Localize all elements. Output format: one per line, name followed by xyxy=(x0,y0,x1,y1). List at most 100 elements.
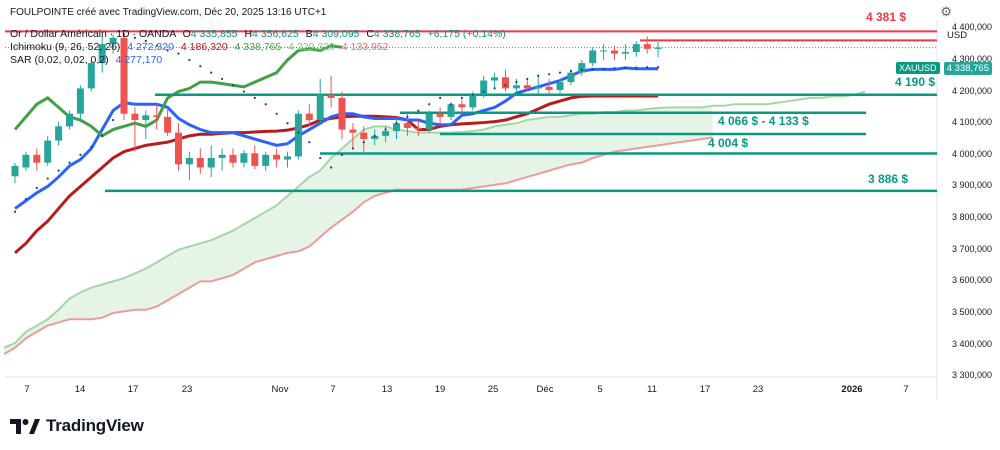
sar-dot xyxy=(112,118,115,122)
resistance-annotation-4381: 4 381 $ xyxy=(866,10,907,25)
sar-dot xyxy=(646,66,649,69)
candle-body xyxy=(55,126,63,141)
sar-dot xyxy=(253,96,256,99)
sar-dot xyxy=(526,77,529,81)
candle-body xyxy=(458,104,466,108)
sar-dot xyxy=(210,71,213,74)
candle-body xyxy=(66,113,73,127)
sar-dot xyxy=(439,96,442,99)
candle-body xyxy=(523,85,531,89)
candle-body xyxy=(196,157,204,168)
candle-body xyxy=(534,86,542,89)
ichimoku-conversion-value: 4 272,320 xyxy=(127,41,174,53)
tradingview-logo[interactable]: TradingView xyxy=(10,416,144,436)
candle-body xyxy=(207,157,215,168)
sar-dot xyxy=(537,74,540,77)
chart-author-line: FOULPOINTE créé avec TradingView.com, Dé… xyxy=(10,7,327,18)
candle-body xyxy=(185,157,193,165)
date-tick-label: 7 xyxy=(24,384,30,395)
symbol-title[interactable]: Or / Dollar Américain · 1D · OANDA xyxy=(10,28,176,40)
candle-body xyxy=(643,44,651,49)
price-tick-label: 3 800,000 xyxy=(951,212,992,223)
sar-dot xyxy=(188,58,191,62)
sar-value: 4 277,170 xyxy=(115,54,163,66)
current-price-tag: 4 338,765 xyxy=(943,62,992,75)
sar-dot xyxy=(144,39,147,43)
sar-dot xyxy=(221,77,224,81)
support-zone-annotation: 4 066 $ - 4 133 $ xyxy=(718,113,809,128)
sar-dot xyxy=(13,210,17,213)
gear-icon[interactable]: ⚙ xyxy=(940,4,952,19)
sar-dot xyxy=(482,90,485,93)
tradingview-logo-icon xyxy=(10,419,40,434)
close-label: C xyxy=(366,28,374,40)
candle-body xyxy=(480,80,488,95)
sar-dot xyxy=(471,93,474,96)
candle-body xyxy=(218,154,226,158)
ohlc-legend: Or / Dollar Américain · 1D · OANDA O4 33… xyxy=(10,28,506,41)
date-tick-label: 13 xyxy=(381,384,393,395)
sar-dot xyxy=(57,169,60,172)
ichimoku-cloud xyxy=(4,105,713,355)
ichimoku-legend[interactable]: Ichimoku (9, 26, 52, 26) 4 272,320 4 186… xyxy=(10,41,389,54)
sar-dot xyxy=(90,145,93,149)
candle-body xyxy=(349,129,357,133)
candle-body xyxy=(556,82,564,90)
sar-dot xyxy=(68,161,71,164)
sar-dot xyxy=(515,80,518,84)
date-tick-label: 25 xyxy=(487,384,499,395)
sar-label: SAR (0,02, 0,02, 0,2) xyxy=(10,54,109,66)
candle-body xyxy=(153,115,161,117)
candle-body xyxy=(654,47,662,49)
ichimoku-spanB-value: 4 133,952 xyxy=(341,41,389,53)
price-tick-label: 3 500,000 xyxy=(951,306,992,317)
candle-body xyxy=(621,52,629,54)
candle-body xyxy=(512,85,520,89)
high-value: 4 356,625 xyxy=(252,28,299,40)
candle-body xyxy=(371,135,379,140)
sar-dot xyxy=(417,109,420,112)
date-tick-label: 23 xyxy=(752,384,764,395)
ichimoku-label: Ichimoku (9, 26, 52, 26) xyxy=(10,41,121,53)
candle-body xyxy=(109,37,117,45)
candle-body xyxy=(393,123,400,132)
candle-body xyxy=(262,154,270,166)
candle-body xyxy=(469,94,477,108)
price-tick-label: 3 400,000 xyxy=(951,338,992,349)
sar-dot xyxy=(362,141,365,144)
candle-body xyxy=(382,131,390,136)
candle-body xyxy=(240,153,248,163)
candle-body xyxy=(273,154,281,160)
leading-span-b-line xyxy=(3,136,713,355)
sar-dot xyxy=(406,115,409,118)
support-annotation-4004: 4 004 $ xyxy=(708,135,749,150)
high-label: H xyxy=(244,28,253,40)
price-tick-label: 4 200,000 xyxy=(951,85,992,96)
candle-body xyxy=(33,154,41,163)
candle-body xyxy=(600,50,608,52)
candle-body xyxy=(175,132,182,165)
candle-body xyxy=(567,72,575,83)
date-tick-label: 7 xyxy=(330,384,336,395)
sar-legend[interactable]: SAR (0,02, 0,02, 0,2) 4 277,170 xyxy=(10,54,162,67)
sar-dot xyxy=(340,153,344,156)
candle-body xyxy=(131,113,139,121)
price-tick-label: 4 100,000 xyxy=(951,117,992,128)
date-tick-label: Nov xyxy=(271,384,289,395)
sar-dot xyxy=(493,87,496,90)
sar-dot xyxy=(330,166,333,169)
sar-dot xyxy=(613,67,616,70)
currency-label[interactable]: USD xyxy=(947,30,968,41)
candle-body xyxy=(11,165,19,177)
date-tick-label: 7 xyxy=(903,384,909,395)
sar-dot xyxy=(373,134,376,137)
candle-body xyxy=(360,132,368,140)
change-value: +6,175 (+0,14%) xyxy=(427,28,506,40)
sar-dot xyxy=(242,90,245,93)
price-tick-label: 4 000,000 xyxy=(951,148,992,159)
low-value: 4 309,095 xyxy=(312,28,360,40)
candle-body xyxy=(284,156,291,160)
date-tick-label: 19 xyxy=(434,384,446,395)
sar-dot xyxy=(319,156,322,160)
